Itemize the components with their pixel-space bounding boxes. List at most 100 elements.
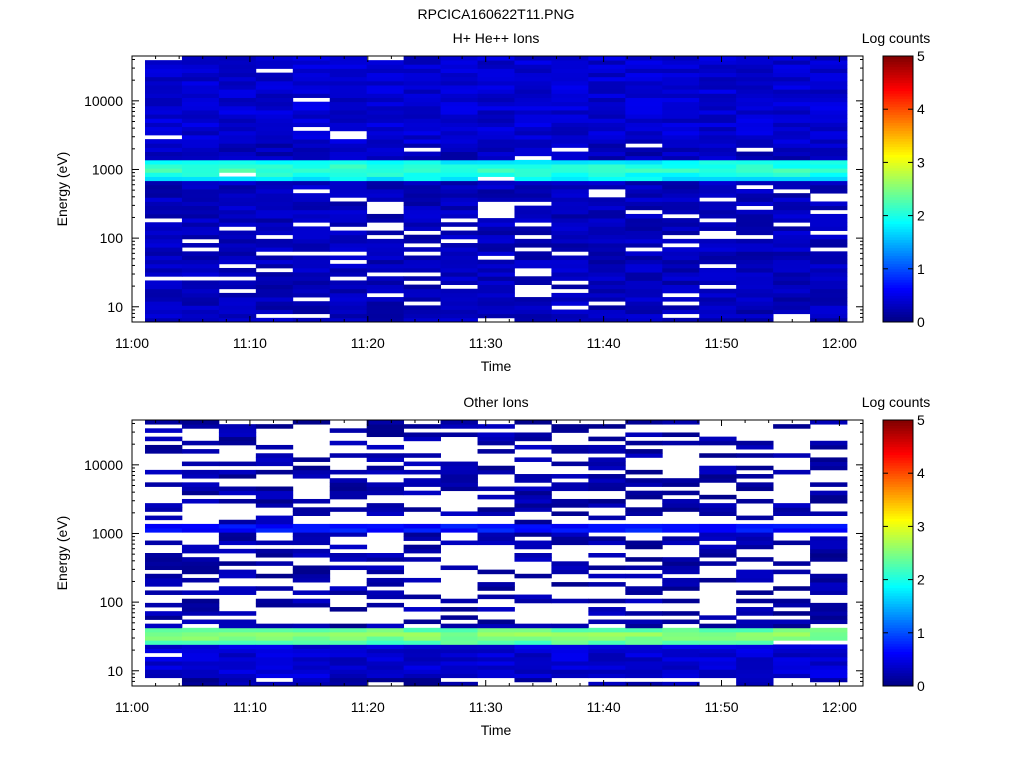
heatmap-cell <box>181 561 220 566</box>
colorbar-segment <box>883 454 913 458</box>
heatmap-cell <box>514 301 552 306</box>
heatmap-cell <box>477 180 515 186</box>
heatmap-cell <box>810 259 848 265</box>
heatmap-cell <box>662 661 700 666</box>
heatmap-cell <box>551 134 589 140</box>
heatmap-cell <box>329 565 368 571</box>
x-tick-label: 12:00 <box>822 699 857 715</box>
heatmap-cell <box>218 309 257 315</box>
heatmap-cell <box>477 126 515 132</box>
heatmap-cell <box>810 317 848 323</box>
heatmap-cell <box>699 644 737 649</box>
heatmap-cell <box>736 577 774 583</box>
colorbar-segment <box>883 186 913 190</box>
heatmap-cell <box>255 656 294 662</box>
colorbar-segment <box>883 85 913 89</box>
heatmap-cell <box>810 126 848 132</box>
heatmap-cell <box>329 89 368 94</box>
colorbar-segment <box>883 435 913 440</box>
colorbar-segment <box>883 271 913 275</box>
heatmap-cell <box>514 636 552 641</box>
heatmap-cell <box>403 644 441 649</box>
heatmap-cell <box>551 85 589 90</box>
heatmap-cell <box>588 126 626 132</box>
y-tick-label: 100 <box>100 594 124 610</box>
heatmap-cell <box>440 147 478 152</box>
heatmap-cell <box>366 251 405 256</box>
heatmap-cell <box>514 594 552 600</box>
heatmap-cell <box>145 172 183 177</box>
heatmap-cell <box>514 105 552 111</box>
heatmap-cell <box>514 486 552 492</box>
heatmap-cell <box>588 292 626 298</box>
heatmap-cell <box>699 60 737 65</box>
heatmap-cell <box>403 557 441 562</box>
colorbar-segment <box>883 598 913 602</box>
heatmap-cell <box>699 561 737 566</box>
heatmap-cell <box>145 623 183 629</box>
heatmap-cell <box>329 122 368 128</box>
heatmap-cell <box>736 590 774 595</box>
heatmap-cell <box>292 118 331 123</box>
heatmap-cell <box>366 280 405 285</box>
heatmap-cell <box>588 72 626 78</box>
heatmap-cell <box>625 201 663 207</box>
colorbar-segment <box>883 563 913 567</box>
heatmap-cell <box>181 548 220 554</box>
heatmap-cell <box>329 114 368 119</box>
heatmap-cell <box>625 97 663 103</box>
heatmap-cell <box>810 72 848 78</box>
heatmap-cell <box>329 292 368 298</box>
heatmap-cell <box>403 68 441 74</box>
heatmap-cell <box>625 93 663 98</box>
heatmap-cell <box>699 288 737 294</box>
colorbar-segment <box>883 242 913 246</box>
colorbar-segment <box>883 547 913 551</box>
heatmap-cell <box>366 656 405 662</box>
colorbar-segment <box>883 611 913 615</box>
heatmap-cell <box>588 656 626 662</box>
heatmap-cell <box>588 661 626 666</box>
heatmap-cell <box>292 469 331 475</box>
heatmap-cell <box>292 457 331 462</box>
heatmap-cell <box>736 640 774 645</box>
heatmap-cell <box>699 669 737 674</box>
heatmap-cell <box>662 101 700 107</box>
heatmap-cell <box>329 247 368 252</box>
colorbar-segment <box>883 560 913 565</box>
heatmap-cell <box>440 68 478 74</box>
heatmap-cell <box>810 673 848 679</box>
heatmap-cell <box>699 532 737 537</box>
heatmap-cell <box>625 288 663 294</box>
heatmap-cell <box>625 652 663 658</box>
heatmap-cell <box>366 184 405 190</box>
heatmap-cell <box>662 432 700 438</box>
heatmap-cell <box>181 97 220 103</box>
heatmap-cell <box>403 297 441 302</box>
heatmap-cell <box>255 72 294 78</box>
heatmap-cell <box>403 544 441 550</box>
heatmap-cell <box>810 139 848 144</box>
heatmap-cell <box>292 143 331 148</box>
heatmap-cell <box>699 507 737 512</box>
heatmap-cell <box>588 218 626 223</box>
heatmap-cell <box>514 280 552 285</box>
heatmap-cell <box>366 457 405 462</box>
x-tick-label: 11:40 <box>587 699 621 715</box>
heatmap-cell <box>255 222 294 227</box>
heatmap-cell <box>588 60 626 65</box>
heatmap-cell <box>736 681 774 687</box>
colorbar-tick-label: 0 <box>917 678 925 694</box>
heatmap-cell <box>366 557 405 562</box>
heatmap-cell <box>403 213 441 219</box>
heatmap-cell <box>810 652 848 658</box>
colorbar-segment <box>883 287 913 291</box>
heatmap-cell <box>329 176 368 182</box>
heatmap-cell <box>514 478 552 483</box>
colorbar-segment <box>883 138 913 142</box>
heatmap-cell <box>662 130 700 136</box>
heatmap-cell <box>440 159 478 165</box>
heatmap-cell <box>218 64 257 69</box>
heatmap-cell <box>699 147 737 152</box>
heatmap-cell <box>403 665 441 670</box>
